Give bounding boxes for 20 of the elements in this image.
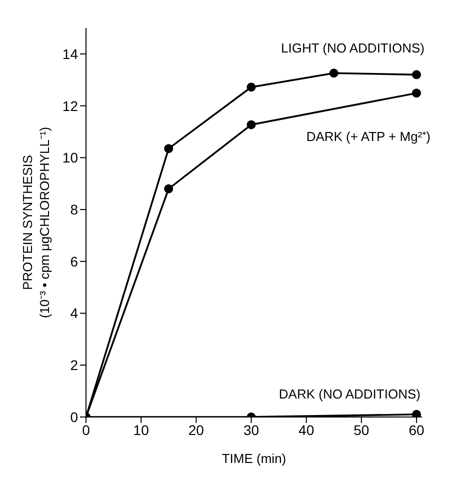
x-tick-label: 50	[354, 422, 370, 438]
x-tick-label: 40	[298, 422, 314, 438]
y-tick-label: 10	[62, 150, 78, 166]
y-tick-label: 6	[70, 253, 78, 270]
x-axis-title: TIME (min)	[222, 451, 286, 466]
x-tick-label: 0	[82, 422, 90, 438]
y-axis-title: PROTEIN SYNTHESIS (10⁻³ • cpm μgCHLOROPHYLL⁻¹)	[20, 126, 52, 318]
series-label: LIGHT (NO ADDITIONS)	[280, 40, 424, 56]
x-tick-label: 10	[133, 422, 150, 438]
series-label: DARK (+ ATP + Mg²⁺)	[306, 129, 430, 144]
y-tick-label: 14	[62, 46, 78, 62]
y-tick-label: 12	[62, 98, 78, 114]
x-tick-label: 60	[408, 422, 424, 438]
y-tick-label: 0	[70, 408, 78, 425]
x-tick-label: 30	[243, 422, 260, 438]
y-tick-label: 4	[70, 305, 78, 322]
series-label: DARK (NO ADDITIONS)	[278, 386, 420, 402]
y-tick-label: 8	[70, 202, 78, 218]
x-tick-label: 20	[188, 422, 204, 438]
y-tick-label: 2	[70, 357, 78, 374]
